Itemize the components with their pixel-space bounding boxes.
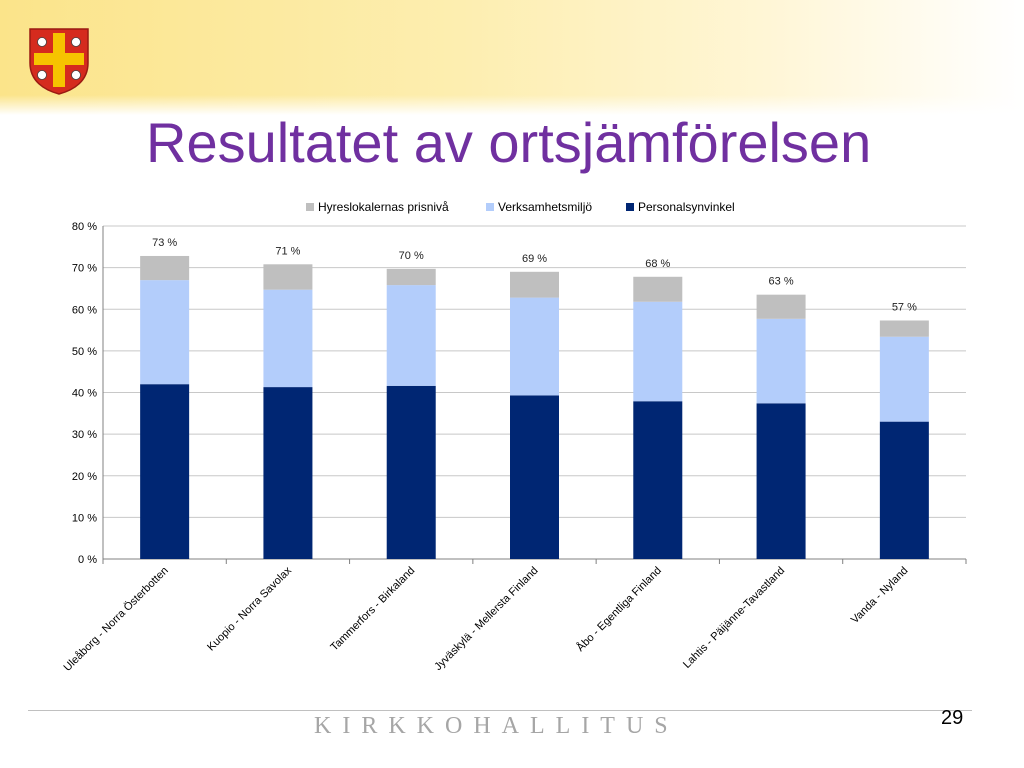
- y-tick-label: 30 %: [72, 429, 97, 441]
- bar-segment: [263, 264, 313, 290]
- legend-label: Personalsynvinkel: [638, 200, 735, 214]
- x-category-label: Lahtis - Päijänne-Tavastland: [681, 565, 787, 671]
- x-category-label: Kuopio - Norra Savolax: [205, 564, 294, 653]
- total-data-label: 70 %: [399, 250, 424, 262]
- bar-segment: [140, 255, 190, 281]
- total-data-label: 63 %: [769, 276, 794, 288]
- x-category-label: Jyväskylä - Mellersta Finland: [432, 565, 540, 673]
- total-data-label: 57 %: [892, 301, 917, 313]
- slide-title: Resultatet av ortsjämförelsen: [146, 111, 872, 174]
- bar-segment: [140, 280, 190, 385]
- legend-swatch: [486, 203, 494, 211]
- legend-label: Hyreslokalernas prisnivå: [318, 200, 449, 214]
- bar-segment: [633, 401, 683, 559]
- total-data-label: 71 %: [275, 245, 300, 257]
- bar-segment: [756, 294, 806, 319]
- y-tick-label: 10 %: [72, 512, 97, 524]
- bar-segment: [510, 297, 559, 396]
- bar-segment: [386, 385, 436, 559]
- church-coat-of-arms-icon: [29, 28, 89, 95]
- bar-segment: [140, 384, 190, 559]
- x-category-label: Tammerfors - Birkaland: [328, 565, 417, 654]
- x-category-label: Uleåborg - Norra Österbotten: [62, 565, 171, 674]
- legend-label: Verksamhetsmiljö: [498, 200, 592, 214]
- total-data-label: 73 %: [152, 237, 177, 249]
- bar-segment: [510, 395, 559, 559]
- footer-divider: [28, 710, 972, 711]
- y-tick-label: 40 %: [72, 388, 97, 400]
- y-tick-label: 80 %: [72, 221, 97, 233]
- page-number: 29: [941, 707, 964, 729]
- bar-segment: [633, 276, 683, 302]
- y-tick-label: 0 %: [78, 554, 97, 566]
- bar-segment: [879, 421, 929, 559]
- total-data-label: 69 %: [522, 253, 547, 265]
- y-tick-label: 60 %: [72, 304, 97, 316]
- legend-swatch: [626, 203, 634, 211]
- total-data-label: 68 %: [645, 258, 670, 270]
- bar-segment: [633, 301, 683, 402]
- bar-segment: [879, 320, 929, 337]
- bar-segment: [756, 318, 806, 404]
- header-band-fade: [0, 95, 1024, 115]
- bar-segment: [386, 285, 436, 386]
- stacked-bar-chart: 0 % 10 % 20 % 30 % 40 % 50 % 60 % 70 % 80 % 73 % U…: [62, 200, 967, 674]
- bar-segment: [263, 289, 313, 388]
- bar-segment: [386, 268, 436, 286]
- y-tick-label: 70 %: [72, 263, 97, 275]
- bar-segment: [756, 403, 806, 559]
- footer-brand: KIRKKOHALLITUS: [314, 713, 679, 739]
- x-category-label: Åbo - Egentliga Finland: [574, 564, 664, 654]
- x-category-label: Vanda - Nyland: [849, 565, 911, 627]
- bar-segment: [510, 271, 559, 298]
- bar-segment: [263, 387, 313, 559]
- y-tick-label: 50 %: [72, 346, 97, 358]
- bar-segment: [879, 336, 929, 422]
- legend-swatch: [306, 203, 314, 211]
- y-tick-label: 20 %: [72, 471, 97, 483]
